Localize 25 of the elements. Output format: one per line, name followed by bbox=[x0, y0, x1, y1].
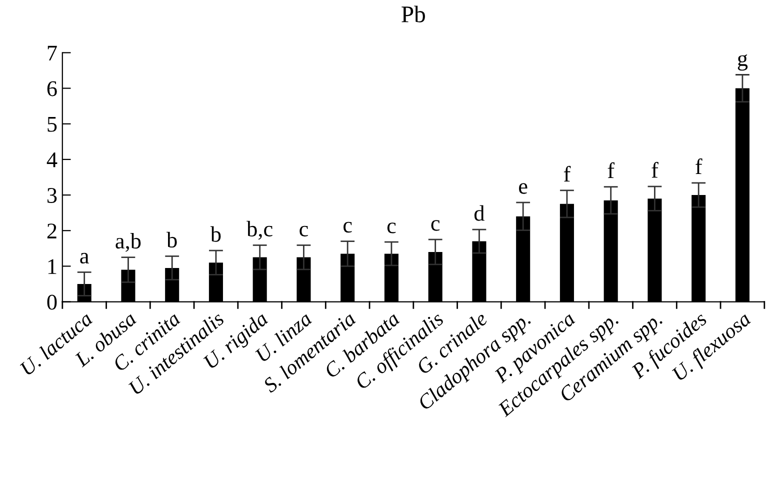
annotation: b bbox=[166, 232, 177, 248]
y-tick-label: 3 bbox=[47, 188, 57, 203]
annotation: e bbox=[519, 183, 528, 194]
annotation: g bbox=[738, 54, 748, 71]
annotation: a bbox=[80, 252, 89, 264]
chart-title: Pb bbox=[402, 6, 425, 22]
annotation: f bbox=[564, 166, 571, 182]
annotation: f bbox=[696, 158, 702, 174]
annotation: f bbox=[652, 162, 658, 178]
annotation: a,b bbox=[116, 232, 141, 252]
y-tick-label: 6 bbox=[47, 81, 57, 96]
annotation: f bbox=[608, 162, 615, 178]
y-tick-label: 7 bbox=[48, 46, 57, 60]
annotation: c bbox=[344, 222, 352, 233]
annotation: c bbox=[387, 222, 396, 234]
y-tick-label: 0 bbox=[47, 294, 57, 310]
annotation: c bbox=[431, 220, 440, 231]
y-tick-label: 5 bbox=[48, 117, 57, 132]
annotation: c bbox=[300, 226, 308, 237]
annotation: b,c bbox=[246, 220, 272, 240]
annotation: d bbox=[474, 205, 484, 221]
y-tick-label: 4 bbox=[46, 152, 58, 168]
annotation: b bbox=[210, 226, 221, 242]
y-tick-label: 1 bbox=[48, 259, 56, 274]
y-tick-label: 2 bbox=[47, 224, 56, 238]
